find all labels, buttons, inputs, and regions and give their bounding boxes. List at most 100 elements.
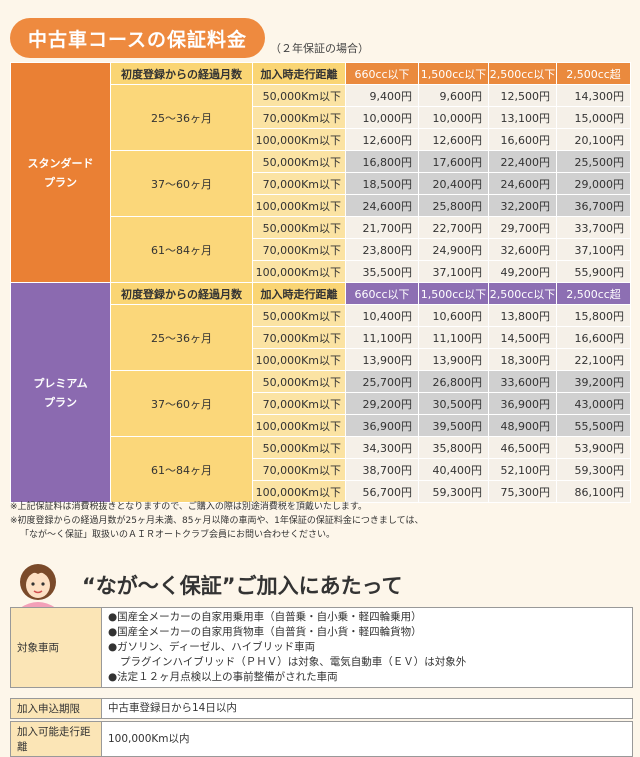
section-title: “なが～く保証”ご加入にあたって <box>82 574 403 598</box>
km-cell: 70,000Km以下 <box>252 106 346 129</box>
price-cell: 86,100円 <box>556 480 631 503</box>
price-cell: 25,500円 <box>556 150 631 173</box>
table-row: 37～60ヶ月 50,000Km以下 25,700円 26,800円 33,600円 39… <box>11 370 631 437</box>
km-cell: 70,000Km以下 <box>252 238 346 261</box>
price-cell: 55,900円 <box>556 260 631 283</box>
price-cell: 20,400円 <box>418 172 489 195</box>
price-cell: 32,200円 <box>488 194 557 217</box>
price-cell: 35,800円 <box>418 436 489 459</box>
price-cell: 25,800円 <box>418 194 489 217</box>
header-cc: 1,500cc以下 <box>418 282 489 305</box>
price-cell: 32,600円 <box>488 238 557 261</box>
km-cell: 100,000Km以下 <box>252 260 346 283</box>
deadline-table: 加入申込期限 中古車登録日から14日以内 <box>10 698 633 719</box>
header-cc: 2,500cc以下 <box>488 282 557 305</box>
age-range-cell: 25～36ヶ月 <box>110 84 253 151</box>
age-range-cell: 61～84ヶ月 <box>110 436 253 503</box>
header-km: 加入時走行距離 <box>252 282 346 305</box>
price-cell: 18,300円 <box>488 348 557 371</box>
price-cell: 12,600円 <box>345 128 419 151</box>
km-cell: 70,000Km以下 <box>252 458 346 481</box>
price-cell: 25,700円 <box>345 370 419 393</box>
price-cell: 20,100円 <box>556 128 631 151</box>
table-row: 70,000Km以下 11,100円 11,100円 14,500円 16,600円 <box>11 326 631 349</box>
price-cell: 75,300円 <box>488 480 557 503</box>
notes: ※上記保証料は消費税抜きとなりますので、ご購入の際は別途消費税を頂戴いたします。… <box>10 500 423 542</box>
mileage-value: 100,000Km以内 <box>101 721 633 757</box>
price-cell: 10,000円 <box>345 106 419 129</box>
mileage-table: 加入可能走行距離 100,000Km以内 <box>10 721 633 757</box>
km-cell: 70,000Km以下 <box>252 392 346 415</box>
table-row: 100,000Km以下 24,600円 25,800円 32,200円 36,700円 <box>11 194 631 217</box>
table-row: 100,000Km以下 35,500円 37,100円 49,200円 55,900円 <box>11 260 631 283</box>
header-age: 初度登録からの経過月数 <box>110 282 253 305</box>
km-cell: 100,000Km以下 <box>252 414 346 437</box>
price-cell: 10,600円 <box>418 304 489 327</box>
price-cell: 30,500円 <box>418 392 489 415</box>
km-cell: 100,000Km以下 <box>252 480 346 503</box>
price-cell: 37,100円 <box>556 238 631 261</box>
km-cell: 100,000Km以下 <box>252 194 346 217</box>
table-row: 25～36ヶ月 50,000Km以下 10,400円 10,600円 13,800円 15… <box>11 304 631 371</box>
price-cell: 49,200円 <box>488 260 557 283</box>
premium-plan-label: プレミアム プラン <box>10 282 111 503</box>
header-km: 加入時走行距離 <box>252 62 346 85</box>
price-cell: 34,300円 <box>345 436 419 459</box>
price-cell: 9,400円 <box>345 84 419 107</box>
price-cell: 15,000円 <box>556 106 631 129</box>
price-cell: 14,300円 <box>556 84 631 107</box>
km-cell: 70,000Km以下 <box>252 326 346 349</box>
target-line: ●国産全メーカーの自家用乗用車（自普乗・自小乗・軽四輪乗用） <box>108 611 422 623</box>
header-cc: 660cc以下 <box>345 62 419 85</box>
target-label: 対象車両 <box>10 607 102 688</box>
price-cell: 15,800円 <box>556 304 631 327</box>
header-cc: 2,500cc超 <box>556 62 631 85</box>
price-cell: 10,000円 <box>418 106 489 129</box>
price-cell: 39,500円 <box>418 414 489 437</box>
price-cell: 29,700円 <box>488 216 557 239</box>
price-cell: 37,100円 <box>418 260 489 283</box>
note-line: ※上記保証料は消費税抜きとなりますので、ご購入の際は別途消費税を頂戴いたします。 <box>10 502 368 512</box>
price-cell: 24,900円 <box>418 238 489 261</box>
note-line: 「なが～く保証」取扱いのＡＩＲオートクラブ会員にお問い合わせください。 <box>20 530 336 540</box>
price-cell: 22,100円 <box>556 348 631 371</box>
table-row: 100,000Km以下 36,900円 39,500円 48,900円 55,500円 <box>11 414 631 437</box>
deadline-label: 加入申込期限 <box>10 698 102 719</box>
km-cell: 100,000Km以下 <box>252 348 346 371</box>
plan-label-line: プラン <box>44 175 77 189</box>
km-cell: 50,000Km以下 <box>252 216 346 239</box>
age-range-cell: 37～60ヶ月 <box>110 150 253 217</box>
price-cell: 10,400円 <box>345 304 419 327</box>
price-cell: 16,800円 <box>345 150 419 173</box>
price-cell: 39,200円 <box>556 370 631 393</box>
price-cell: 16,600円 <box>488 128 557 151</box>
price-cell: 29,200円 <box>345 392 419 415</box>
standard-price-table: スタンダード プラン 初度登録からの経過月数 加入時走行距離 660cc以下 1,500c… <box>10 62 631 283</box>
price-cell: 24,600円 <box>345 194 419 217</box>
price-cell: 26,800円 <box>418 370 489 393</box>
price-cell: 18,500円 <box>345 172 419 195</box>
price-cell: 13,100円 <box>488 106 557 129</box>
target-line: ●法定１２ヶ月点検以上の事前整備がされた車両 <box>108 671 338 683</box>
plan-label-line: プラン <box>44 395 77 409</box>
price-cell: 59,300円 <box>418 480 489 503</box>
price-cell: 53,900円 <box>556 436 631 459</box>
price-cell: 16,600円 <box>556 326 631 349</box>
price-cell: 17,600円 <box>418 150 489 173</box>
price-cell: 38,700円 <box>345 458 419 481</box>
price-cell: 14,500円 <box>488 326 557 349</box>
price-cell: 13,800円 <box>488 304 557 327</box>
table-row: 100,000Km以下 56,700円 59,300円 75,300円 86,100円 <box>11 480 631 503</box>
table-row: 61～84ヶ月 50,000Km以下 21,700円 22,700円 29,700円 33… <box>11 216 631 283</box>
price-cell: 52,100円 <box>488 458 557 481</box>
table-row: 25～36ヶ月 50,000Km以下 9,400円 9,600円 12,500円 14,3… <box>11 84 631 151</box>
price-cell: 13,900円 <box>418 348 489 371</box>
price-cell: 48,900円 <box>488 414 557 437</box>
target-line: プラグインハイブリッド（ＰＨＶ）は対象、電気自動車（ＥＶ）は対象外 <box>120 656 467 668</box>
table-row: 70,000Km以下 29,200円 30,500円 36,900円 43,000円 <box>11 392 631 415</box>
target-vehicle-table: 対象車両 ●国産全メーカーの自家用乗用車（自普乗・自小乗・軽四輪乗用） ●国産全… <box>10 607 633 688</box>
header-cc: 2,500cc超 <box>556 282 631 305</box>
price-cell: 12,500円 <box>488 84 557 107</box>
price-cell: 36,900円 <box>488 392 557 415</box>
price-cell: 35,500円 <box>345 260 419 283</box>
